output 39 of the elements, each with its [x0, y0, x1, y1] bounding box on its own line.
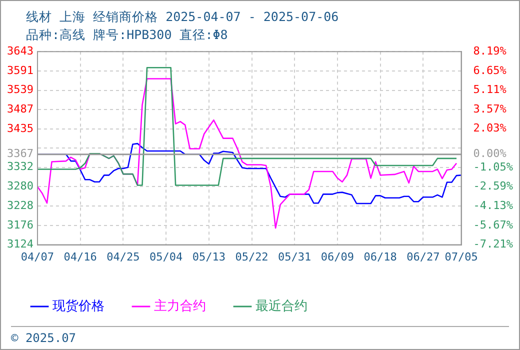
x-tick-label: 04/07 — [20, 250, 54, 264]
y2-tick-label: 3.57% — [473, 102, 507, 116]
y-tick-label: 3332 — [6, 160, 34, 174]
text: © 2025.07 — [11, 331, 76, 345]
y2-tick-label: -7.21% — [473, 238, 514, 251]
y-tick-label: 3124 — [6, 238, 34, 251]
chart-subtitle: 品种:高线 牌号:HPB300 直径:Φ8 — [26, 27, 228, 44]
y2-tick-label: 2.03% — [473, 122, 507, 135]
y-tick-label: 3487 — [6, 102, 34, 116]
x-tick-label: 07/05 — [444, 250, 478, 264]
legend-label: 主力合约 — [154, 298, 206, 314]
x-tick-label: 05/04 — [149, 250, 183, 264]
legend-label: 现货价格 — [52, 298, 104, 314]
x-tick-label: 06/18 — [364, 250, 397, 264]
x-tick-label: 04/25 — [106, 250, 140, 264]
y-tick-label: 3176 — [6, 218, 34, 232]
y2-tick-label: -4.13% — [473, 199, 514, 212]
x-tick-label: 05/31 — [278, 250, 312, 264]
x-tick-label: 06/09 — [320, 250, 354, 264]
chart-title: 线材 上海 经销商价格 2025-04-07 - 2025-07-06 — [26, 9, 339, 26]
legend-label: 最近合约 — [256, 298, 308, 314]
y-tick-label: 3435 — [6, 122, 34, 135]
y-tick-label: 3367 — [6, 147, 34, 160]
x-tick-label: 05/22 — [235, 250, 268, 264]
x-tick-label: 04/16 — [64, 250, 97, 264]
y2-tick-label: 8.19% — [473, 44, 507, 58]
x-tick-label: 05/13 — [192, 250, 226, 264]
y-tick-label: 3228 — [6, 198, 34, 212]
y2-tick-label: 6.65% — [473, 64, 507, 77]
y2-tick-label: -5.67% — [473, 218, 514, 232]
y2-tick-label: -2.59% — [473, 180, 514, 193]
y-tick-label: 3280 — [6, 180, 34, 193]
y2-tick-label: 5.11% — [473, 83, 507, 96]
y2-tick-label: 0.00% — [473, 147, 507, 160]
y-tick-label: 3591 — [6, 64, 34, 77]
y-tick-label: 3643 — [6, 44, 34, 58]
y2-tick-label: -1.05% — [473, 160, 514, 174]
x-tick-label: 06/27 — [406, 250, 440, 264]
y-tick-label: 3539 — [6, 83, 34, 96]
